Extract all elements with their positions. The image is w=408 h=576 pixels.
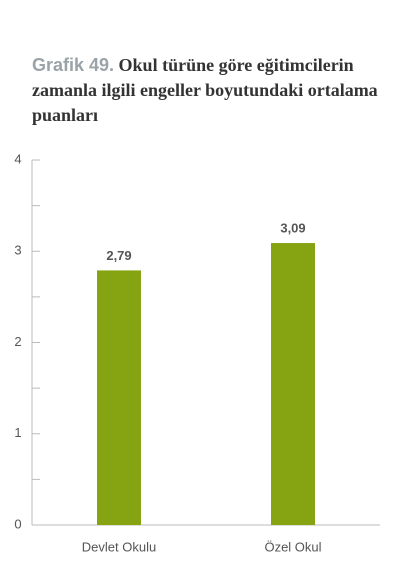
y-tick-label: 2 — [14, 334, 21, 349]
bar — [271, 243, 315, 525]
title-text: Okul türüne göre eğitimcilerin zamanla i… — [32, 55, 378, 125]
title-label: Grafik 49. — [32, 55, 115, 75]
x-tick-label: Devlet Okulu — [82, 539, 156, 554]
y-tick-label: 0 — [14, 516, 21, 531]
y-tick-label: 3 — [14, 243, 21, 258]
bar — [97, 270, 141, 525]
chart-title: Grafik 49. Okul türüne göre eğitimcileri… — [32, 53, 392, 128]
value-label: 3,09 — [280, 220, 305, 235]
value-label: 2,79 — [106, 248, 131, 263]
x-tick-label: Özel Okul — [264, 539, 321, 554]
y-tick-label: 1 — [14, 425, 21, 440]
y-tick-label: 4 — [14, 151, 21, 166]
